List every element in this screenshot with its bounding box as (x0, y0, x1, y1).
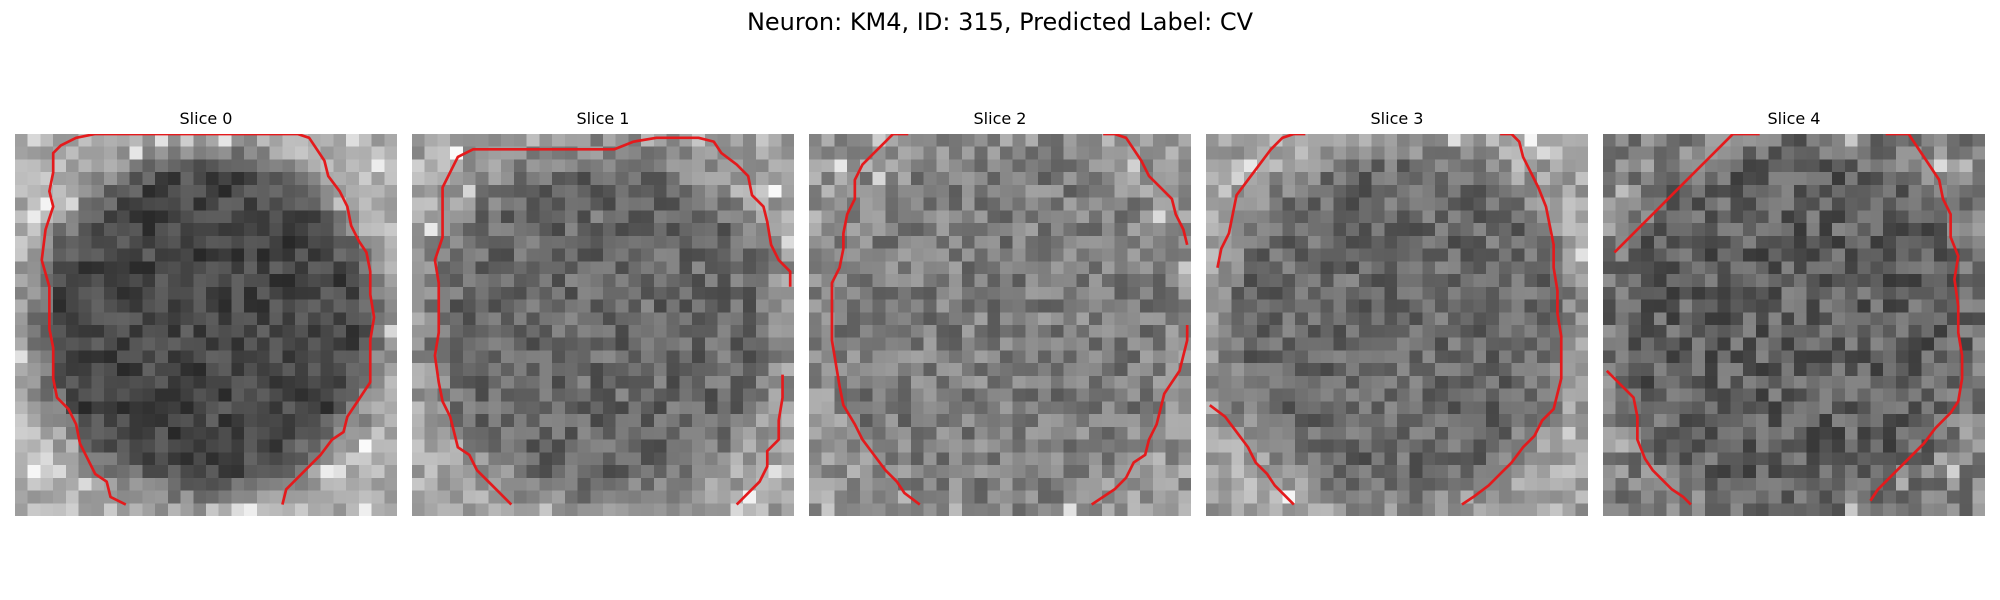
slice-panel-1: Slice 1 (412, 108, 794, 523)
pixel-grid (1603, 134, 1985, 516)
slice-title: Slice 1 (576, 109, 630, 128)
slice-title: Slice 0 (179, 109, 233, 128)
contour-line (735, 374, 784, 506)
contour-line (1613, 134, 1760, 254)
slice-panel-3: Slice 3 (1206, 108, 1588, 523)
pixel-grid (1206, 134, 1588, 516)
contour-line (1090, 325, 1189, 506)
contour-line (40, 134, 376, 506)
slice-panel-0: Slice 0 (15, 108, 397, 523)
slice-image (809, 134, 1191, 516)
slice-title: Slice 2 (973, 109, 1027, 128)
slice-panel-4: Slice 4 (1603, 108, 1985, 523)
contour-line (830, 134, 921, 506)
slice-image (412, 134, 794, 516)
figure-title: Neuron: KM4, ID: 315, Predicted Label: C… (746, 8, 1254, 36)
pixel-grid (15, 134, 397, 516)
slice-image (1206, 134, 1588, 516)
pixel-grid (412, 134, 794, 516)
contour-line (1605, 369, 1692, 506)
slice-panel-2: Slice 2 (809, 108, 1191, 523)
contour-line (1209, 404, 1295, 506)
slice-title: Slice 4 (1767, 109, 1821, 128)
contour-line (1216, 134, 1306, 268)
contour-line (1869, 134, 1964, 502)
pixel-grid (809, 134, 1191, 516)
slice-title: Slice 3 (1370, 109, 1424, 128)
contour-line (1461, 134, 1563, 506)
slice-image (15, 134, 397, 516)
contour-line (433, 136, 792, 506)
contour-line (1103, 134, 1189, 246)
slice-image (1603, 134, 1985, 516)
